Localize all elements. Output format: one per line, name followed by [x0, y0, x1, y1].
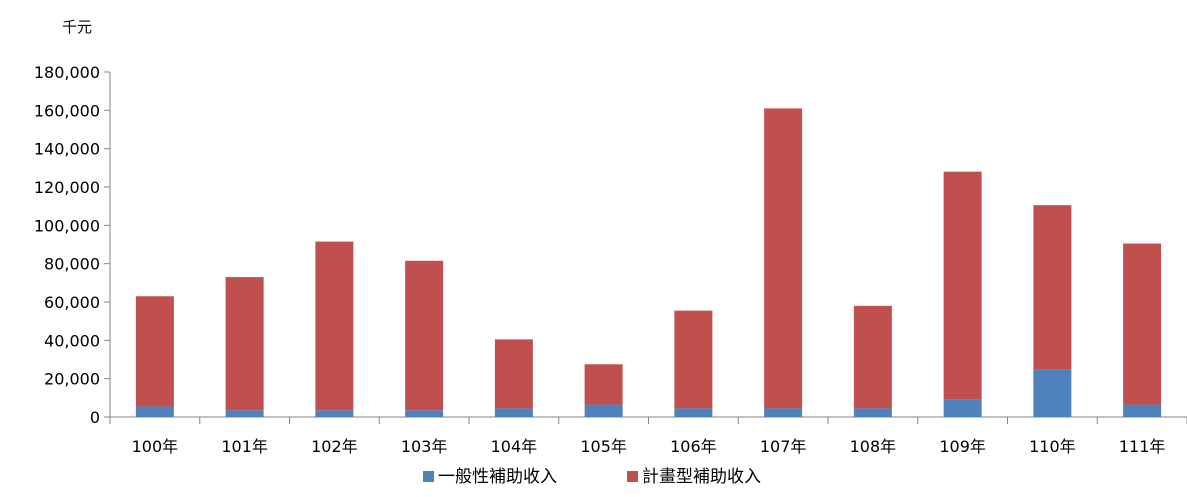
x-tick-label: 107年 — [760, 437, 807, 456]
y-axis-unit-label: 千元 — [62, 18, 92, 36]
bar-segment-series-1 — [674, 310, 713, 409]
y-tick-label: 20,000 — [44, 370, 100, 389]
x-tick-label: 111年 — [1119, 437, 1166, 456]
bar-segment-series-1 — [1033, 205, 1072, 370]
bar-segment-series-1 — [764, 108, 803, 409]
legend-label: 一般性補助收入 — [438, 467, 557, 487]
bar-segment-series-0 — [853, 408, 892, 417]
y-tick-label: 100,000 — [34, 216, 100, 235]
y-tick-label: 140,000 — [34, 140, 100, 159]
bar-segment-series-1 — [405, 260, 444, 411]
bar-segment-series-0 — [135, 406, 174, 417]
x-tick-label: 104年 — [491, 437, 538, 456]
x-tick-label: 102年 — [311, 437, 358, 456]
x-tick-label: 106年 — [670, 437, 717, 456]
bar-segment-series-0 — [315, 410, 354, 417]
y-tick-label: 60,000 — [44, 293, 100, 312]
bar-segment-series-1 — [584, 364, 623, 405]
legend-label: 計畫型補助收入 — [642, 467, 761, 487]
x-tick-label: 103年 — [401, 437, 448, 456]
bar-segment-series-1 — [494, 339, 533, 409]
y-axis: 0 20,000 40,000 60,000 80,000 100,000 120,000 1… — [34, 63, 111, 427]
bar-segment-series-1 — [315, 241, 354, 411]
y-tick-label: 120,000 — [34, 178, 100, 197]
bar-segment-series-0 — [764, 408, 803, 417]
bars — [135, 108, 1162, 417]
bar-segment-series-0 — [494, 408, 533, 417]
x-tick-label: 101年 — [221, 437, 268, 456]
x-tick-label: 108年 — [850, 437, 897, 456]
bar-segment-series-0 — [674, 408, 713, 417]
bar-segment-series-0 — [584, 404, 623, 417]
bar-segment-series-0 — [225, 410, 264, 417]
x-axis: 100年 101年 102年 103年 104年 105年 106年 107年 108年 109年… — [109, 416, 1187, 456]
y-tick-label: 40,000 — [44, 331, 100, 350]
bar-segment-series-0 — [1123, 404, 1162, 417]
bar-segment-series-1 — [1123, 243, 1162, 405]
x-tick-label: 109年 — [939, 437, 986, 456]
y-tick-label: 0 — [90, 408, 100, 427]
bar-segment-series-1 — [943, 171, 982, 400]
bar-segment-series-0 — [1033, 369, 1072, 417]
bar-segment-series-1 — [853, 305, 892, 409]
bar-segment-series-1 — [135, 296, 174, 407]
y-tick-label: 160,000 — [34, 101, 100, 120]
x-tick-label: 100年 — [132, 437, 179, 456]
bar-segment-series-1 — [225, 277, 264, 411]
x-tick-label: 105年 — [580, 437, 627, 456]
y-tick-label: 180,000 — [34, 63, 100, 82]
bar-segment-series-0 — [943, 399, 982, 417]
x-tick-label: 110年 — [1029, 437, 1076, 456]
y-tick-label: 80,000 — [44, 255, 100, 274]
legend: 一般性補助收入 計畫型補助收入 — [423, 467, 761, 487]
legend-swatch — [423, 471, 434, 482]
bar-segment-series-0 — [405, 410, 444, 417]
legend-swatch — [627, 471, 638, 482]
